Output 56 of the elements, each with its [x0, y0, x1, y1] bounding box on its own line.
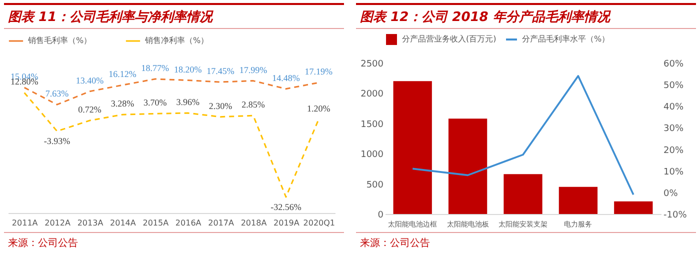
y2-tick-label: 10%: [664, 167, 684, 178]
data-label: 3.28%: [110, 98, 135, 109]
data-label: 3.70%: [144, 98, 168, 108]
legend-label: 分产品营业务收入(百万元): [402, 34, 496, 44]
y2-tick-label: 50%: [664, 81, 684, 92]
x-tick-label: 2019A: [274, 218, 300, 228]
x-tick-label: 2013A: [77, 218, 104, 228]
x-tick-label: 2012A: [44, 218, 71, 228]
data-label: 2.85%: [242, 100, 266, 110]
line-series: [412, 75, 634, 196]
bar: [614, 201, 653, 214]
y2-tick-label: -10%: [664, 210, 688, 220]
legend-label: 销售毛利率（%）: [27, 36, 92, 45]
data-label: 1.20%: [307, 103, 331, 114]
legend-label: 销售净利率（%）: [144, 36, 209, 45]
bar: [558, 186, 598, 214]
data-label: 2.30%: [208, 100, 233, 111]
y-tick-label: 2500: [360, 60, 384, 70]
y-tick-label: 500: [366, 180, 384, 190]
chart-title: 图表 12：公司 2018 年分产品毛利率情况: [356, 3, 696, 29]
y-tick-label: 2000: [360, 90, 384, 100]
data-label: 17.45%: [206, 66, 235, 76]
chart-title: 图表 11：公司毛利率与净利率情况: [4, 3, 344, 29]
y2-tick-label: 60%: [664, 60, 684, 70]
x-tick-label: 2016A: [175, 218, 202, 228]
y2-tick-label: 0%: [664, 188, 678, 199]
bar: [504, 174, 542, 214]
data-label: -32.56%: [270, 202, 302, 212]
bar: [393, 81, 432, 214]
legend-label: 分产品毛利率水平（%）: [522, 34, 610, 44]
data-label: 0.72%: [78, 104, 102, 114]
data-label: 13.40%: [76, 75, 104, 86]
data-label: 14.48%: [272, 72, 300, 83]
y-tick-label: 1000: [360, 150, 384, 160]
data-label: 3.96%: [176, 97, 200, 108]
x-tick-label: 2018A: [240, 218, 268, 228]
data-label: 18.77%: [141, 63, 170, 73]
data-label: 18.20%: [174, 64, 202, 74]
y-tick-label: 1500: [360, 120, 384, 130]
source-note: 来源：公司公告: [356, 232, 696, 253]
x-tick-label: 2015A: [142, 218, 170, 228]
data-label: 7.63%: [45, 88, 70, 99]
data-label: 16.12%: [108, 69, 137, 80]
y2-tick-label: 20%: [664, 146, 684, 156]
bar: [448, 118, 488, 214]
x-tick-label: 2011A: [12, 218, 38, 228]
data-label: 17.99%: [239, 64, 268, 75]
x-tick-label: 2017A: [208, 218, 234, 228]
x-tick-label: 2020Q1: [303, 218, 336, 228]
y2-tick-label: 40%: [664, 102, 684, 113]
data-label: 17.19%: [304, 66, 334, 77]
y2-tick-label: 30%: [664, 124, 684, 134]
y-tick-label: 0: [378, 210, 384, 220]
source-note: 来源：公司公告: [4, 232, 344, 253]
x-tick-label: 2014A: [110, 218, 136, 228]
data-label: -3.93%: [44, 136, 71, 146]
